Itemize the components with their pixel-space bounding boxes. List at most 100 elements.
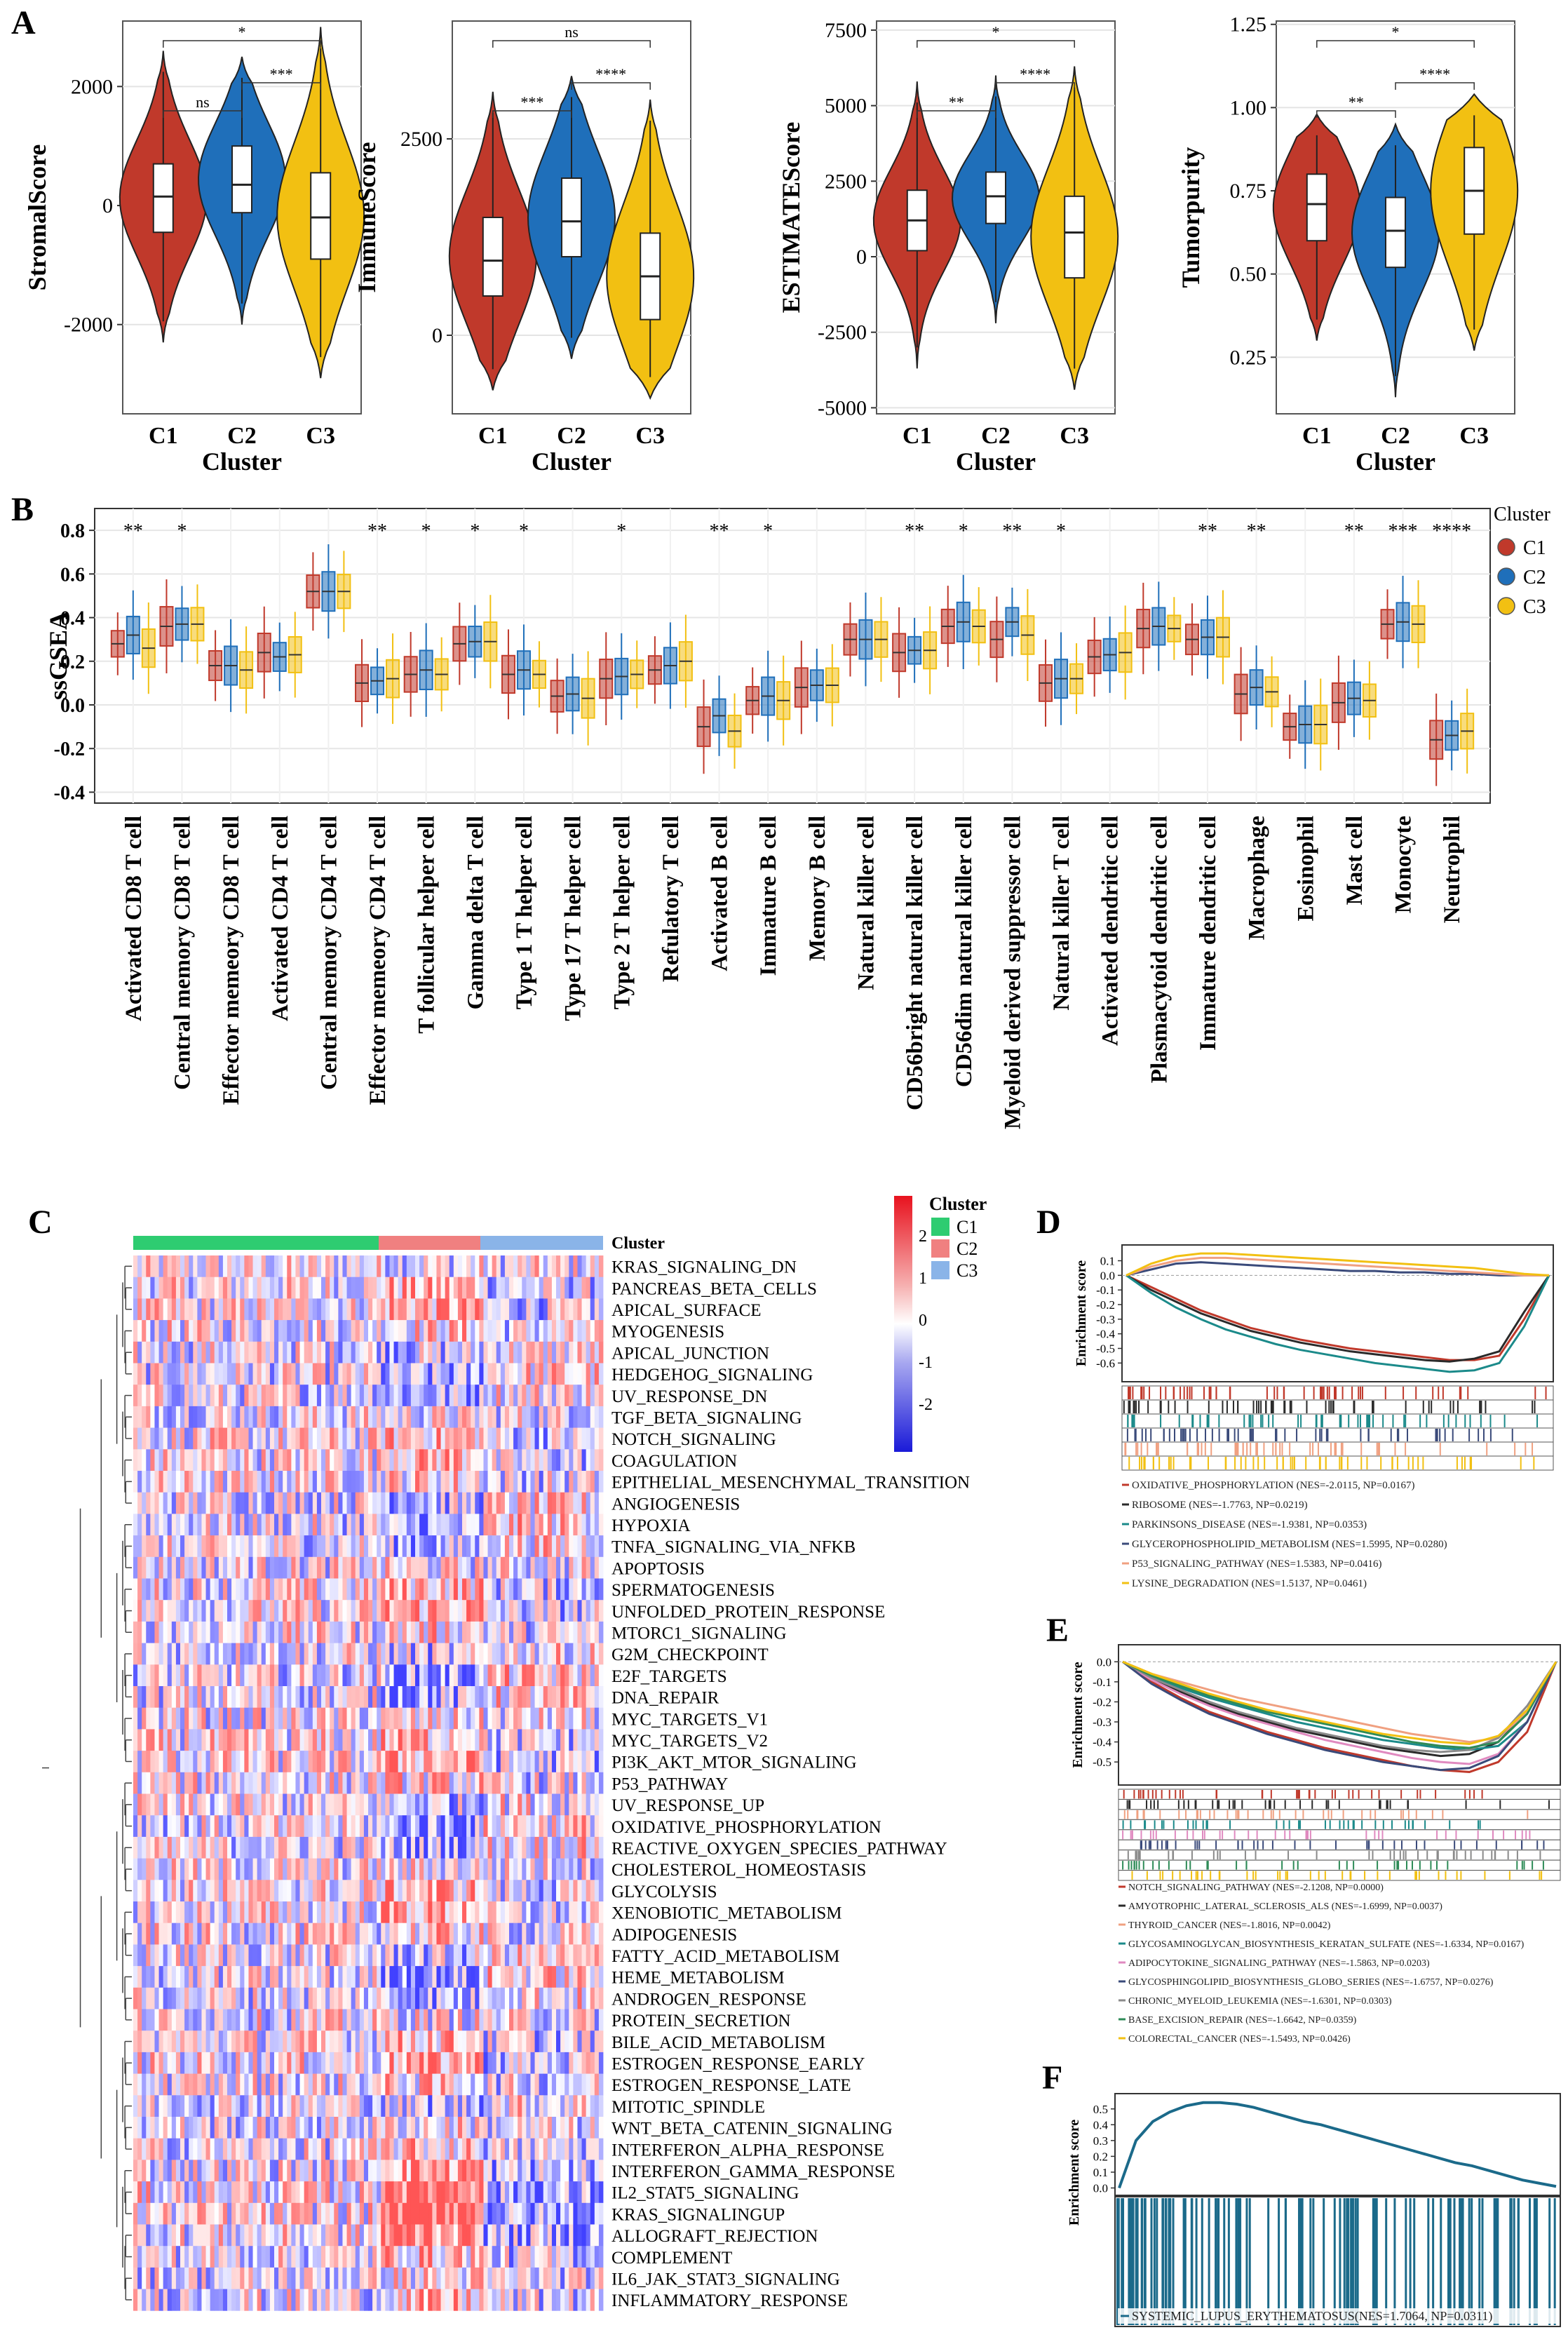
heatmap-cell: [325, 2031, 330, 2053]
heatmap-cell: [287, 1471, 292, 1493]
heatmap-cell: [487, 2052, 493, 2074]
heatmap-cell: [440, 2073, 446, 2096]
heatmap-cell: [363, 2031, 369, 2053]
heatmap-cell: [312, 1600, 318, 1622]
heatmap-cell: [518, 1471, 522, 1493]
heatmap-cell: [175, 1556, 181, 1579]
heatmap-cell: [133, 2117, 138, 2139]
heatmap-cell: [428, 1255, 433, 1278]
heatmap-cell: [283, 1815, 288, 1838]
heatmap-cell: [496, 1815, 501, 1838]
x-tick-label: Activated CD4 T cell: [268, 816, 293, 1021]
heatmap-cell: [530, 1406, 535, 1428]
heatmap-cell: [457, 1987, 463, 2009]
heatmap-cell: [406, 1514, 412, 1536]
heatmap-cell: [154, 2095, 159, 2117]
heatmap-cell: [487, 1535, 493, 1558]
heatmap-cell: [287, 1514, 292, 1536]
heatmap-cell: [402, 1320, 407, 1342]
heatmap-cell: [355, 1751, 360, 1773]
heatmap-cell: [218, 1793, 224, 1816]
heatmap-cell: [385, 2073, 390, 2096]
heatmap-cell: [205, 1255, 211, 1278]
heatmap-cell: [171, 1793, 177, 1816]
heatmap-cell: [565, 1944, 569, 1967]
heatmap-cell: [146, 1858, 151, 1880]
heatmap-cell: [445, 1643, 450, 1665]
heatmap-cell: [167, 1385, 173, 1407]
heatmap-cell: [462, 1664, 467, 1687]
heatmap-cell: [445, 1880, 450, 1902]
heatmap-cell: [419, 1922, 424, 1945]
heatmap-cell: [381, 1643, 386, 1665]
heatmap-cell: [466, 1277, 471, 1299]
heatmap-cell: [231, 1427, 236, 1450]
heatmap-cell: [312, 1751, 318, 1773]
heatmap-cell: [295, 1298, 300, 1321]
heatmap-cell: [312, 1987, 318, 2009]
heatmap-cell: [449, 1944, 454, 1967]
heatmap-cell: [419, 1385, 424, 1407]
heatmap-cell: [189, 1277, 194, 1299]
heatmap-cell: [236, 1427, 241, 1450]
heatmap-cell: [312, 1836, 318, 1859]
heatmap-cell: [479, 1320, 484, 1342]
heatmap-cell: [475, 1880, 480, 1902]
heatmap-cell: [598, 1729, 604, 1751]
heatmap-cell: [193, 1320, 198, 1342]
heatmap-cell: [487, 1987, 493, 2009]
heatmap-cell: [543, 1514, 548, 1536]
heatmap-cell: [556, 1298, 561, 1321]
heatmap-cell: [325, 1966, 330, 1988]
heatmap-cell: [424, 1793, 428, 1816]
heatmap-cell: [543, 1858, 548, 1880]
heatmap-cell: [193, 1815, 198, 1838]
heatmap-cell: [598, 1815, 604, 1838]
heatmap-cell: [522, 1363, 527, 1385]
heatmap-cell: [590, 1729, 595, 1751]
heatmap-cell: [227, 1535, 232, 1558]
heatmap-cell: [471, 1406, 475, 1428]
heatmap-cell: [189, 1556, 194, 1579]
heatmap-cell: [594, 1556, 600, 1579]
significance-label: *: [1392, 23, 1400, 41]
heatmap-cell: [175, 2095, 181, 2117]
heatmap-cell: [257, 2052, 262, 2074]
heatmap-cell: [214, 1987, 219, 2009]
heatmap-cell: [184, 1514, 189, 1536]
heatmap-cell: [487, 1901, 493, 1924]
heatmap-cell: [436, 1944, 441, 1967]
heatmap-cell: [586, 2095, 591, 2117]
heatmap-cell: [389, 1815, 394, 1838]
heatmap-cell: [569, 1815, 574, 1838]
heatmap-cell: [368, 1664, 373, 1687]
heatmap-cell: [278, 1751, 283, 1773]
heatmap-cell: [436, 1686, 441, 1709]
heatmap-cell: [197, 1707, 202, 1730]
heatmap-cell: [363, 1987, 369, 2009]
heatmap-cell: [295, 1729, 300, 1751]
heatmap-cell: [581, 1578, 587, 1601]
heatmap-cell: [355, 1514, 360, 1536]
heatmap-cell: [278, 1363, 283, 1385]
heatmap-cell: [252, 1298, 258, 1321]
heatmap-cell: [316, 1471, 322, 1493]
heatmap-cell: [509, 1492, 514, 1514]
heatmap-cell: [222, 1836, 228, 1859]
heatmap-cell: [543, 1966, 548, 1988]
heatmap-cell: [513, 1492, 518, 1514]
heatmap-cell: [359, 1492, 365, 1514]
heatmap-cell: [193, 1535, 198, 1558]
heatmap-cell: [133, 1449, 138, 1472]
heatmap-cell: [551, 1836, 557, 1859]
heatmap-cell: [342, 1363, 347, 1385]
heatmap-cell: [556, 1449, 561, 1472]
heatmap-cell: [594, 2031, 600, 2053]
heatmap-cell: [573, 1751, 578, 1773]
heatmap-cell: [342, 1385, 347, 1407]
heatmap-cell: [560, 1815, 565, 1838]
heatmap-cell: [184, 1944, 189, 1967]
heatmap-cell: [261, 1707, 266, 1730]
heatmap-cell: [137, 2009, 142, 2031]
heatmap-cell: [158, 1298, 164, 1321]
